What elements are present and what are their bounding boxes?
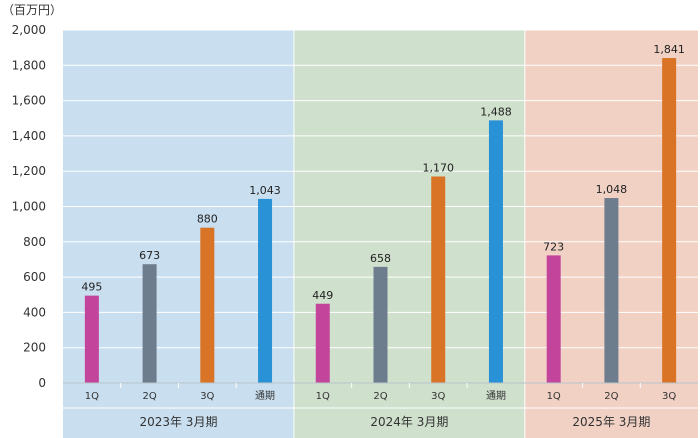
bar	[488, 120, 503, 384]
y-tick-label: 800	[23, 235, 46, 249]
bar	[315, 303, 330, 383]
x-tick-label: 通期	[255, 390, 275, 402]
x-tick-label: 3Q	[200, 391, 214, 402]
period-label: 2023年 3月期	[139, 415, 217, 429]
bar	[662, 58, 677, 383]
y-tick-label: 1,800	[12, 58, 46, 72]
data-label: 1,048	[596, 183, 628, 196]
x-tick-label: 1Q	[547, 391, 561, 402]
y-tick-label: 400	[23, 305, 46, 319]
x-tick-label: 2Q	[604, 391, 618, 402]
period-background	[293, 30, 525, 438]
unit-label: （百万円）	[2, 3, 62, 17]
bar	[431, 176, 446, 383]
data-label: 658	[370, 252, 391, 265]
data-label: 1,488	[480, 105, 512, 118]
data-label: 1,043	[249, 184, 281, 197]
period-label: 2024年 3月期	[370, 415, 448, 429]
y-tick-label: 0	[38, 376, 46, 390]
data-label: 880	[197, 213, 218, 226]
y-tick-label: 1,200	[12, 164, 46, 178]
bar	[142, 264, 157, 383]
data-label: 1,841	[653, 43, 685, 56]
x-axis: 1Q 2Q 3Q 通期 2023年 3月期 1Q 2Q 3Q 通期 2024年 3月期 1Q 2Q 3Q…	[63, 382, 698, 429]
bar	[258, 198, 273, 383]
data-label: 495	[81, 281, 102, 294]
x-tick-label: 3Q	[431, 391, 445, 402]
x-tick-label: 1Q	[85, 391, 99, 402]
y-tick-label: 2,000	[12, 23, 46, 37]
data-label: 449	[312, 289, 333, 302]
data-label: 1,170	[422, 161, 454, 174]
period-background	[63, 30, 294, 438]
bar	[604, 198, 619, 383]
data-label: 673	[139, 249, 160, 262]
y-tick-label: 1,600	[12, 94, 46, 108]
x-tick-label: 通期	[486, 390, 506, 402]
y-tick-label: 200	[23, 341, 46, 355]
bars: 495 673 880 1,043 449 658 1,170 1,488 723 1,048 1,…	[81, 43, 685, 384]
y-axis: 0 200 400 600 800 1,000 1,200 1,400 1,600 1,800 2,…	[12, 23, 46, 390]
x-tick-label: 2Q	[373, 391, 387, 402]
y-tick-label: 1,000	[12, 200, 46, 214]
bar	[546, 255, 561, 383]
y-tick-label: 1,400	[12, 129, 46, 143]
x-tick-label: 3Q	[662, 391, 676, 402]
x-tick-label: 2Q	[142, 391, 156, 402]
bar	[373, 266, 388, 383]
y-tick-label: 600	[23, 270, 46, 284]
data-label: 723	[543, 240, 564, 253]
period-label: 2025年 3月期	[572, 415, 650, 429]
bar	[200, 227, 215, 383]
x-tick-label: 1Q	[316, 391, 330, 402]
bar	[84, 295, 99, 383]
